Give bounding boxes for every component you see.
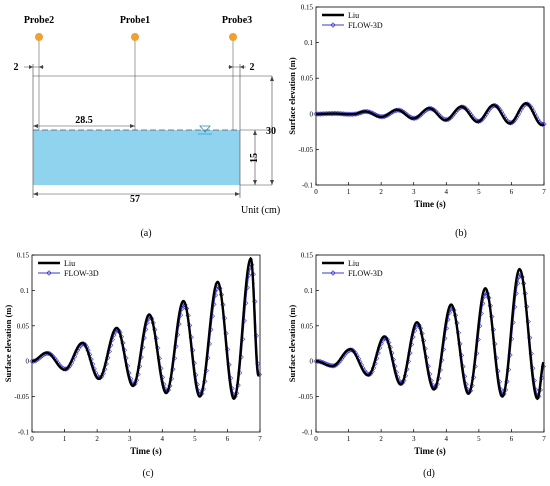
free-surface-icon (199, 125, 211, 133)
legend-liu-label: Liu (348, 259, 359, 268)
y-tick-label: -0.1 (302, 429, 314, 437)
y-tick-label: 0.1 (20, 287, 29, 295)
left-gap-label: 2 (14, 62, 19, 73)
half-length-label: 28.5 (75, 115, 93, 126)
legend-liu-label: Liu (348, 11, 359, 20)
x-tick-label: 3 (412, 435, 416, 443)
x-tick-label: 0 (30, 435, 34, 443)
probe1-label: Probe1 (120, 15, 150, 26)
legend-flow3d-label: FLOW-3D (348, 269, 383, 278)
x-axis-label: Time (s) (130, 446, 162, 456)
x-tick-label: 7 (542, 435, 546, 443)
x-tick-label: 2 (95, 435, 99, 443)
left-gap-arrowhead (29, 65, 43, 69)
x-axis-label: Time (s) (414, 199, 446, 209)
y-tick-label: -0.1 (18, 429, 30, 437)
x-tick-label: 4 (161, 435, 165, 443)
x-tick-label: 6 (510, 435, 514, 443)
y-axis-label: Surface elevation (m) (287, 305, 297, 383)
x-tick-label: 2 (379, 188, 383, 196)
chart-panel-d: 0 1 2 3 4 5 6 7 -0.1 -0.05 0 0.05 0.1 0.15 Time (s) Sur… (287, 252, 546, 480)
legend-flow3d-marker (330, 270, 336, 276)
x-tick-label: 4 (445, 435, 449, 443)
y-axis-label: Surface elevation (m) (3, 305, 13, 383)
series-liu-line (31, 256, 260, 401)
legend-flow3d-marker (46, 270, 52, 276)
x-tick-label: 5 (193, 435, 197, 443)
panel-caption: (c) (142, 468, 153, 479)
tank-length-label: 57 (130, 194, 140, 205)
legend-flow3d-label: FLOW-3D (348, 21, 383, 30)
tank-height-label: 30 (266, 126, 276, 137)
plot-frame (315, 6, 545, 186)
x-tick-label: 7 (542, 188, 546, 196)
plot-frame (31, 254, 261, 433)
y-tick-label: 0 (310, 110, 314, 118)
y-tick-label: -0.05 (298, 393, 313, 401)
y-tick-label: 0.1 (304, 39, 313, 47)
series-liu-line (316, 102, 545, 127)
series-flow3d-marker (367, 371, 374, 377)
unit-label: Unit (cm) (241, 205, 280, 216)
series-flow3d-marker (541, 121, 547, 127)
x-tick-label: 6 (226, 435, 230, 443)
legend-flow3d-marker (330, 22, 336, 28)
y-tick-label: 0.15 (301, 252, 314, 260)
x-tick-label: 5 (477, 188, 481, 196)
series-liu-line (315, 267, 545, 401)
water-body (33, 130, 240, 185)
y-tick-label: 0.05 (301, 322, 314, 330)
series-flow3d-marker (132, 381, 138, 387)
probe3-marker (229, 33, 237, 41)
y-tick-label: 0.15 (301, 4, 314, 12)
legend-liu-label: Liu (64, 259, 75, 268)
tank-diagram: Probe2 Probe1 Probe3 2 2 28.5 57 (14, 15, 281, 239)
x-tick-label: 1 (347, 188, 351, 196)
plot-frame (315, 254, 545, 433)
panel-caption: (d) (423, 468, 435, 479)
y-tick-label: -0.05 (14, 393, 29, 401)
x-tick-label: 3 (128, 435, 132, 443)
water-depth-label: 15 (249, 153, 260, 163)
caption-a: (a) (140, 228, 151, 239)
probe1-marker (131, 33, 139, 41)
x-tick-label: 4 (445, 188, 449, 196)
x-tick-label: 2 (379, 435, 383, 443)
y-axis-label: Surface elevation (m) (287, 57, 297, 135)
x-tick-label: 6 (510, 188, 514, 196)
chart-panel-c: 0 1 2 3 4 5 6 7 -0.1 -0.05 0 0.05 0.1 0.15 Time (s) Sur… (3, 252, 262, 480)
right-gap-label: 2 (250, 62, 255, 73)
x-tick-label: 5 (477, 435, 481, 443)
y-tick-label: 0.05 (17, 322, 30, 330)
x-tick-label: 7 (258, 435, 262, 443)
legend-flow3d-label: FLOW-3D (64, 269, 99, 278)
y-tick-label: -0.05 (298, 146, 313, 154)
x-tick-label: 0 (314, 435, 318, 443)
x-tick-label: 3 (412, 188, 416, 196)
x-tick-label: 0 (314, 188, 318, 196)
chart-panel-b: 0 1 2 3 4 5 6 7 -0.1 -0.05 0 0.05 0.1 0.15 Time (s) Sur… (287, 4, 547, 239)
y-tick-label: 0 (310, 358, 314, 366)
panel-caption: (b) (455, 228, 467, 239)
y-tick-label: 0 (26, 358, 30, 366)
probe2-marker (35, 33, 43, 41)
x-tick-label: 1 (63, 435, 67, 443)
x-tick-label: 1 (347, 435, 351, 443)
probe2-label: Probe2 (24, 15, 54, 26)
right-gap-arrowhead (229, 65, 244, 69)
x-axis-label: Time (s) (414, 446, 446, 456)
y-tick-label: 0.05 (301, 75, 314, 83)
y-tick-label: 0.15 (17, 252, 30, 260)
y-tick-label: 0.1 (304, 287, 313, 295)
probe3-label: Probe3 (222, 15, 252, 26)
y-tick-label: -0.1 (302, 182, 314, 190)
